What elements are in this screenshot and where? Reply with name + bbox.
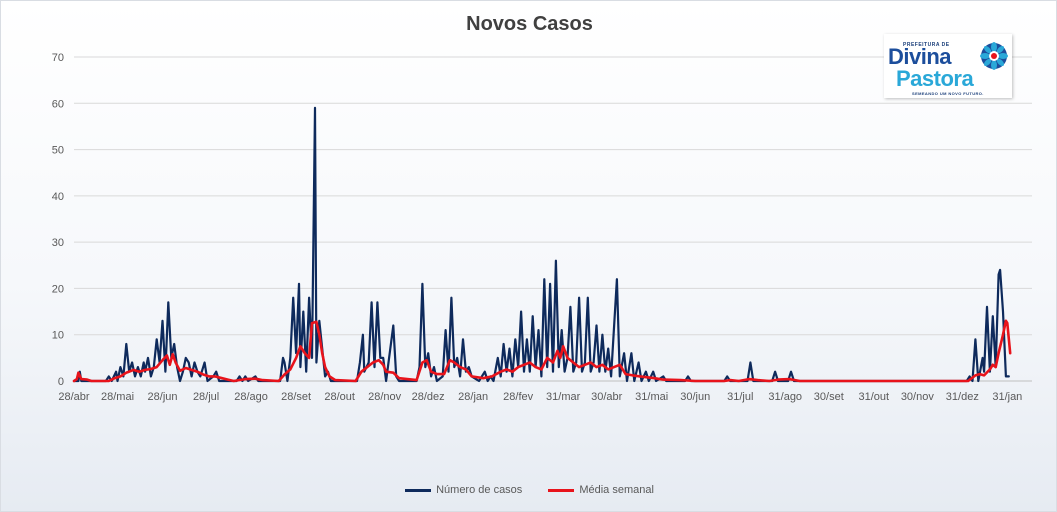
legend-label-casos: Número de casos (436, 484, 523, 496)
series-line-numero-de-casos (72, 106, 1010, 383)
x-tick-label: 28/abr (58, 391, 90, 403)
flower-icon (980, 42, 1008, 70)
series-line-media-semanal (72, 319, 1012, 383)
legend-item-casos: Número de casos (405, 484, 522, 496)
x-tick-label: 28/nov (368, 391, 402, 403)
logo-top-text: PREFEITURA DE (903, 42, 950, 48)
x-tick-label: 31/jan (992, 391, 1022, 403)
x-tick-label: 31/ago (768, 391, 802, 403)
x-tick-label: 28/set (281, 391, 311, 403)
legend-item-media: Média semanal (548, 484, 654, 496)
x-tick-label: 28/jul (193, 391, 219, 403)
x-axis-ticks: 28/abr 28/mai 28/jun 28/jul 28/ago 28/set 28/o… (58, 391, 1022, 403)
x-tick-label: 30/jun (680, 391, 710, 403)
x-tick-label: 28/out (324, 391, 355, 403)
x-tick-label: 28/fev (503, 391, 533, 403)
x-tick-label: 30/set (814, 391, 844, 403)
x-tick-label: 28/dez (412, 391, 445, 403)
y-tick-label: 10 (52, 330, 64, 342)
x-tick-label: 28/ago (234, 391, 268, 403)
y-tick-label: 70 (52, 52, 64, 64)
x-tick-label: 30/nov (901, 391, 935, 403)
y-axis-ticks: 0 10 20 30 40 50 60 70 (52, 52, 64, 388)
x-tick-label: 31/dez (946, 391, 979, 403)
x-tick-label: 31/mai (635, 391, 668, 403)
series-lines (72, 106, 1012, 383)
y-tick-label: 50 (52, 145, 64, 157)
y-tick-label: 40 (52, 191, 64, 203)
legend-label-media: Média semanal (579, 484, 654, 496)
x-tick-label: 31/mar (546, 391, 581, 403)
y-tick-label: 0 (58, 376, 64, 388)
x-tick-label: 30/abr (591, 391, 623, 403)
logo-slogan: SEMEANDO UM NOVO FUTURO. (912, 91, 984, 96)
logo: PREFEITURA DE Divina Pastora SEMEANDO UM… (884, 34, 1012, 98)
y-tick-label: 30 (52, 237, 64, 249)
chart-title: Novos Casos (466, 13, 593, 35)
logo-line-1: Divina (888, 44, 952, 69)
x-tick-label: 31/out (858, 391, 889, 403)
x-tick-label: 28/mai (101, 391, 134, 403)
y-tick-label: 60 (52, 98, 64, 110)
logo-line-2: Pastora (896, 66, 974, 91)
legend: Número de casos Média semanal (1, 484, 1057, 496)
legend-swatch-media (548, 488, 575, 492)
x-tick-label: 28/jan (458, 391, 488, 403)
x-tick-label: 31/jul (727, 391, 753, 403)
y-tick-label: 20 (52, 283, 64, 295)
x-tick-label: 28/jun (148, 391, 178, 403)
legend-swatch-casos (405, 488, 432, 492)
